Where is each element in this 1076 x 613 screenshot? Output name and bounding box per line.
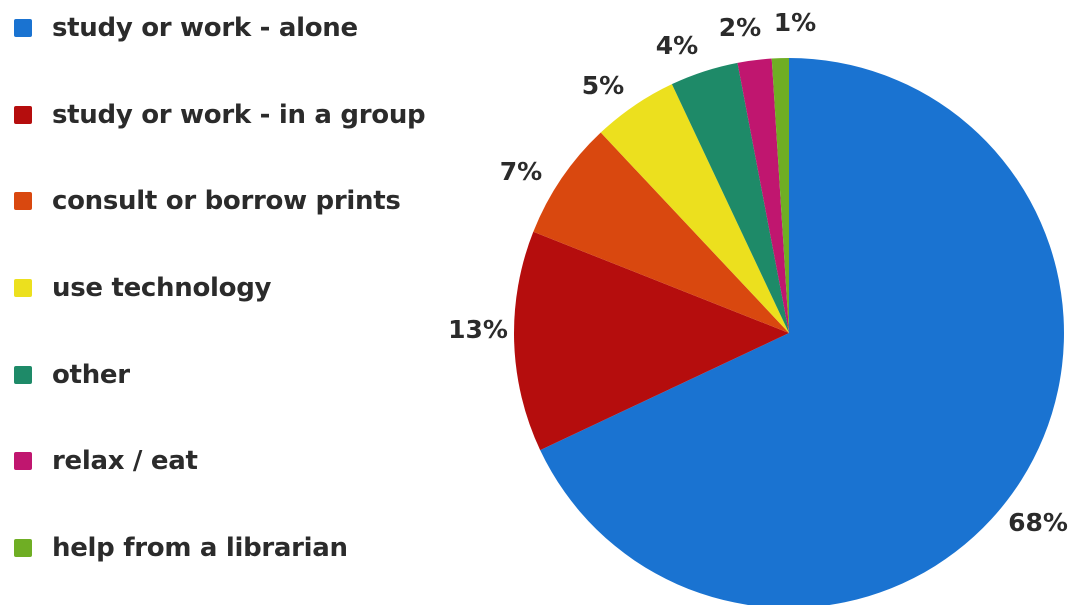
legend-item: consult or borrow prints xyxy=(14,179,425,223)
legend-item: use technology xyxy=(14,266,425,310)
legend-item: relax / eat xyxy=(14,439,425,483)
legend-label: study or work - alone xyxy=(52,13,358,43)
slice-data-label: 68% xyxy=(1008,508,1068,537)
legend-label: help from a librarian xyxy=(52,533,348,564)
pie-slice xyxy=(540,58,1064,605)
legend-swatch xyxy=(14,19,32,37)
slice-data-label: 4% xyxy=(656,31,698,60)
legend-swatch xyxy=(14,539,32,558)
slice-data-label: 1% xyxy=(774,8,816,37)
legend-swatch xyxy=(14,365,32,384)
legend-label: study or work - in a group xyxy=(52,99,426,130)
slice-data-label: 5% xyxy=(582,71,624,100)
legend-label: consult or borrow prints xyxy=(52,186,401,217)
pie-slice xyxy=(671,62,789,334)
legend-label: other xyxy=(52,359,130,390)
pie-slice xyxy=(771,57,789,333)
pie-slice xyxy=(600,84,789,333)
legend-item: study or work - alone xyxy=(14,6,425,50)
legend-item: help from a librarian xyxy=(14,526,425,570)
slice-data-label: 13% xyxy=(448,315,508,344)
legend-swatch xyxy=(14,279,32,298)
legend-swatch xyxy=(14,192,32,211)
slice-data-label: 7% xyxy=(500,157,542,186)
legend-label: relax / eat xyxy=(52,446,198,477)
legend-swatch xyxy=(14,105,32,124)
pie-slice xyxy=(533,132,789,333)
legend-item: study or work - in a group xyxy=(14,93,426,137)
pie-slice xyxy=(737,58,789,333)
slice-data-label: 2% xyxy=(719,13,761,42)
legend-item: other xyxy=(14,353,425,397)
legend-swatch xyxy=(14,452,32,471)
legend-label: use technology xyxy=(52,273,272,304)
pie-slice xyxy=(513,231,789,451)
legend: study or work - alone study or work - in … xyxy=(14,6,426,613)
